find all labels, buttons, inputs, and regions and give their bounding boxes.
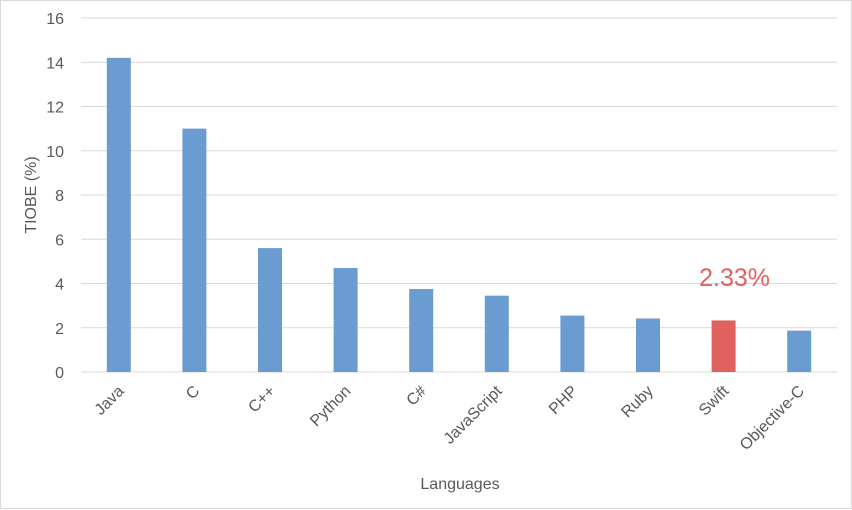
y-tick-label: 8 — [55, 188, 64, 205]
bar-swift — [711, 320, 736, 372]
bar-javascript — [484, 295, 509, 372]
x-tick-label: Python — [307, 383, 354, 430]
bar-python — [333, 268, 358, 372]
x-tick-label: PHP — [546, 383, 581, 418]
x-tick-label: C — [183, 383, 203, 403]
bar-c- — [409, 289, 434, 372]
bar-php — [560, 315, 585, 372]
y-axis-ticks: 0 2 4 6 8 10 12 14 16 — [46, 11, 64, 382]
x-tick-label: C# — [404, 383, 431, 410]
bar-objective-c — [787, 330, 812, 372]
y-tick-label: 14 — [46, 55, 64, 72]
x-tick-label: C++ — [245, 383, 278, 416]
y-tick-label: 2 — [55, 321, 64, 338]
y-tick-label: 16 — [46, 11, 64, 28]
x-tick-label: Objective-C — [737, 383, 808, 454]
y-axis-title: TIOBE (%) — [23, 156, 40, 233]
y-tick-label: 10 — [46, 144, 64, 161]
x-axis-title: Languages — [420, 476, 499, 493]
y-tick-label: 12 — [46, 100, 64, 117]
swift-annotation: 2.33% — [699, 264, 770, 292]
x-tick-label: Ruby — [618, 383, 656, 421]
y-tick-label: 6 — [55, 232, 64, 249]
y-tick-label: 4 — [55, 277, 64, 294]
bars — [106, 57, 812, 372]
y-tick-label: 0 — [55, 365, 64, 382]
bar-java — [106, 57, 131, 372]
x-axis-ticks: Java C C++ Python C# JavaScript PHP Ruby Swift Ob… — [92, 382, 808, 454]
bar-ruby — [636, 318, 660, 372]
x-tick-label: JavaScript — [441, 382, 506, 447]
gridlines — [81, 17, 837, 373]
x-tick-label: Java — [92, 383, 128, 419]
bar-c- — [258, 248, 282, 372]
x-tick-label: Swift — [696, 382, 733, 419]
bar-c — [182, 128, 207, 372]
